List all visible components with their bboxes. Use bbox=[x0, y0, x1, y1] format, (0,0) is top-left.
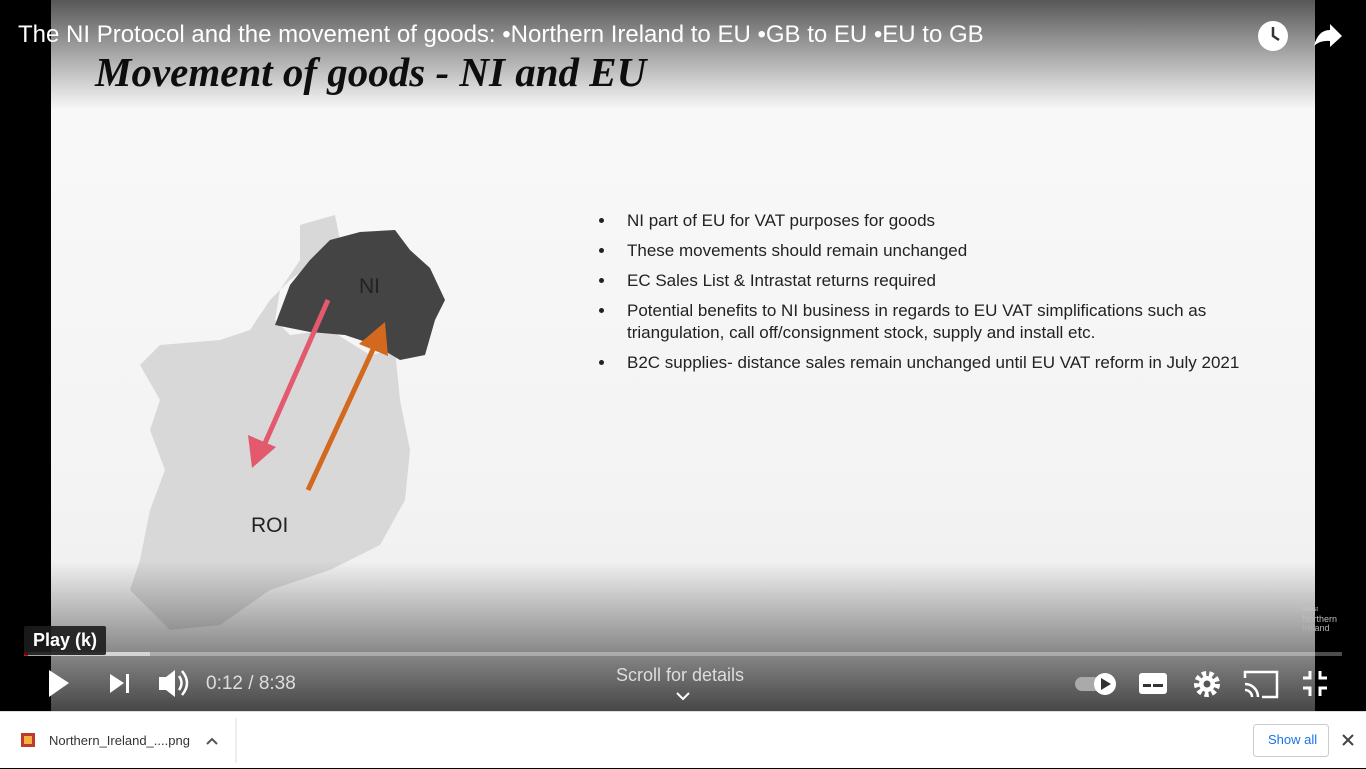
map bbox=[130, 215, 445, 630]
video-player[interactable]: Movement of goods - NI and EU NI ROI NI … bbox=[0, 0, 1366, 711]
chevron bbox=[676, 692, 690, 701]
bullet: EC Sales List & Intrastat returns requir… bbox=[596, 270, 1256, 292]
file-name[interactable]: Northern_Ireland_....png bbox=[49, 733, 190, 748]
arrow bbox=[259, 298, 331, 452]
progress-track[interactable] bbox=[24, 652, 1342, 656]
bottom-shade bbox=[0, 561, 1366, 711]
bullet: Potential benefits to NI business in reg… bbox=[596, 300, 1256, 344]
settings-button[interactable] bbox=[1194, 671, 1220, 697]
video-title[interactable]: The NI Protocol and the movement of good… bbox=[18, 21, 984, 48]
icon bbox=[126, 674, 129, 693]
icon bbox=[1153, 684, 1163, 687]
cast-button[interactable] bbox=[1243, 670, 1279, 699]
bullet: B2C supplies- distance sales remain unch… bbox=[596, 352, 1256, 374]
icon bbox=[24, 736, 32, 744]
tooltip: Play (k) bbox=[24, 626, 107, 655]
icon bbox=[1271, 27, 1280, 42]
subtitles-button[interactable] bbox=[1139, 673, 1167, 694]
icon bbox=[177, 670, 189, 696]
exit-fullscreen[interactable] bbox=[1303, 671, 1327, 696]
map-label: ROI bbox=[251, 514, 289, 537]
roi-shape bbox=[130, 215, 410, 630]
icon bbox=[1101, 678, 1111, 690]
volume-button[interactable] bbox=[159, 670, 175, 697]
time-display: 0:12 / 8:38 bbox=[206, 673, 296, 694]
arrow-head bbox=[248, 435, 276, 468]
controls bbox=[24, 21, 1342, 701]
scroll-hint[interactable]: Scroll for details bbox=[616, 665, 745, 685]
top-shade bbox=[0, 0, 1366, 110]
download-icons bbox=[21, 718, 1354, 763]
arrow bbox=[305, 343, 378, 492]
arrow-head bbox=[359, 322, 388, 356]
bullet: NI part of EU for VAT purposes for goods bbox=[596, 210, 1256, 232]
bullet-list: NI part of EU for VAT purposes for goods… bbox=[596, 210, 1256, 382]
icon bbox=[1143, 684, 1151, 687]
menu-chevron[interactable] bbox=[206, 737, 218, 745]
play-button[interactable] bbox=[49, 670, 69, 697]
share[interactable] bbox=[1314, 24, 1342, 47]
map-label: NI bbox=[359, 275, 380, 298]
show-all-button[interactable] bbox=[1253, 724, 1329, 757]
close-button[interactable] bbox=[1342, 734, 1354, 746]
show-all-label[interactable]: Show all bbox=[1268, 732, 1318, 747]
bullet: These movements should remain unchanged bbox=[596, 240, 1256, 262]
download-bar: Northern_Ireland_....png Show all bbox=[0, 711, 1366, 768]
icon bbox=[1203, 680, 1211, 688]
next-button[interactable] bbox=[110, 674, 124, 693]
